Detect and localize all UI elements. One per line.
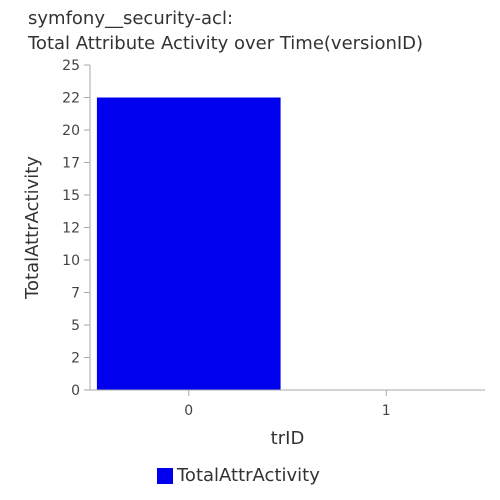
y-tick-label: 2	[71, 351, 80, 367]
x-axis-label: trID	[271, 428, 305, 449]
bar-0	[96, 97, 281, 390]
y-tick-label: 5	[71, 318, 80, 334]
y-tick-label: 20	[62, 123, 80, 139]
y-tick-label: 10	[62, 253, 80, 269]
chart-title-line-1: symfony__security-acl:	[28, 8, 234, 29]
y-tick-label: 0	[71, 383, 80, 399]
legend-swatch	[157, 467, 173, 484]
legend-label: TotalAttrActivity	[177, 465, 320, 486]
y-tick-label: 7	[71, 286, 80, 302]
y-tick-label: 17	[62, 156, 80, 172]
y-tick-label: 12	[62, 221, 80, 237]
y-tick-label: 25	[62, 58, 80, 74]
y-axis-label: TotalAttrActivity	[22, 156, 43, 300]
y-tick-label: 22	[62, 91, 80, 107]
x-tick-label: 0	[184, 403, 193, 419]
x-tick-label: 1	[382, 403, 391, 419]
legend: TotalAttrActivity	[157, 465, 320, 486]
chart-title-line-2: Total Attribute Activity over Time(versi…	[28, 33, 424, 54]
y-tick-label: 15	[62, 188, 80, 204]
